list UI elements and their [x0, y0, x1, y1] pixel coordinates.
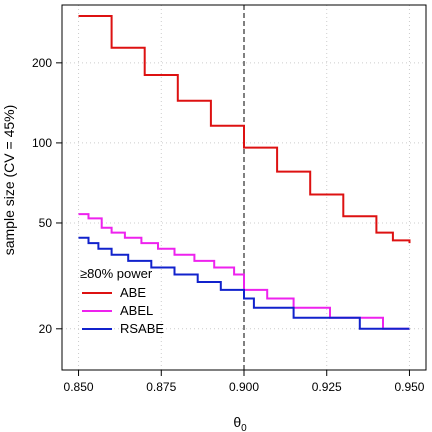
y-tick-label: 50 [39, 216, 53, 230]
x-tick-label: 0.950 [394, 380, 424, 394]
x-axis-label: θ0 [233, 414, 247, 432]
plot-frame [61, 4, 427, 371]
legend-label-rsabe: RSABE [120, 321, 164, 336]
x-tick-label: 0.850 [64, 380, 94, 394]
grid-layer [62, 5, 426, 370]
y-axis-label: sample size (CV = 45%) [1, 105, 17, 256]
legend-label-abel: ABEL [120, 303, 153, 318]
series-line-abel [78, 213, 410, 330]
legend-label-abe: ABE [120, 285, 146, 300]
series-line-rsabe [78, 236, 410, 330]
legend-title: ≥80% power [80, 266, 153, 281]
y-tick-label: 100 [32, 136, 52, 150]
y-tick-label: 200 [32, 56, 52, 70]
axes-layer: 0.850 0.875 0.900 0.925 0.950 20 50 100 200 [32, 4, 427, 394]
series-line-abe [78, 15, 411, 244]
x-tick-label: 0.925 [312, 380, 342, 394]
x-tick-label: 0.875 [146, 380, 176, 394]
series-layer [78, 15, 411, 330]
x-axis-label-subscript: 0 [241, 423, 247, 432]
y-tick-label: 20 [39, 322, 53, 336]
x-tick-label: 0.900 [229, 380, 259, 394]
legend: ≥80% power ABE ABEL RSABE [80, 266, 164, 336]
